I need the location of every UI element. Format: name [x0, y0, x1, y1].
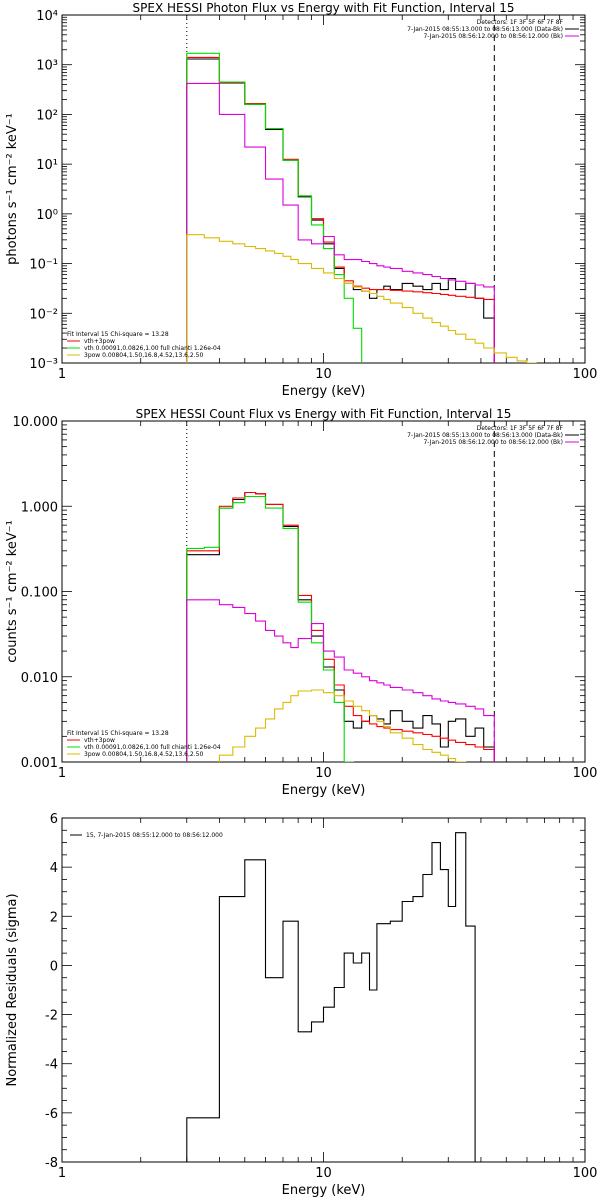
series-step-line — [186, 495, 354, 762]
legend-tl-label: 15, 7-Jan-2015 08:55:12.000 to 08:56:12.… — [86, 832, 223, 839]
y-tick-label: 2 — [50, 910, 58, 925]
legend-bl-label: vth+3pow — [84, 737, 115, 744]
x-tick-label: 100 — [573, 367, 598, 382]
x-axis-label: Energy (keV) — [282, 1183, 366, 1198]
legend-tr-label: 7-Jan-2015 08:56:12.000 to 08:56:12.000 … — [423, 33, 563, 40]
y-tick-label: 0.010 — [21, 671, 58, 686]
series-step-line — [186, 599, 495, 762]
legend-bl-label: vth 0.00091,0.0826,1.00 full chianti 1.2… — [84, 744, 221, 751]
legend-bl-label: vth 0.00091,0.0826,1.00 full chianti 1.2… — [84, 345, 221, 352]
x-tick-label: 100 — [573, 766, 598, 781]
series-step-line — [186, 832, 476, 1162]
y-tick-label: 10⁻¹ — [29, 258, 58, 273]
y-tick-label: 10¹ — [36, 158, 58, 173]
legend-tr-label: Detectors: 1F 3F 5F 6F 7F 8F — [477, 19, 564, 26]
y-tick-label: 0.100 — [21, 586, 58, 601]
x-axis-label: Energy (keV) — [282, 384, 366, 399]
series-step-line — [218, 689, 467, 762]
y-tick-label: 6 — [50, 812, 58, 827]
plot-frame — [61, 14, 586, 364]
series-step-line — [186, 52, 363, 363]
y-tick-label: 1.000 — [21, 500, 58, 515]
y-tick-label: 4 — [50, 861, 58, 876]
chart-title: SPEX HESSI Count Flux vs Energy with Fit… — [136, 407, 512, 421]
legend-bl-label: Fit Interval 15 Chi-square = 13.28 — [67, 331, 169, 338]
legend-tr-label: 7-Jan-2015 08:56:12.000 to 08:56:12.000 … — [423, 439, 563, 446]
x-axis-label: Energy (keV) — [282, 783, 366, 798]
y-tick-label: 0.001 — [21, 756, 58, 771]
photon-flux-panel: SPEX HESSI Photon Flux vs Energy with Fi… — [5, 1, 597, 399]
y-axis-label: Normalized Residuals (sigma) — [5, 893, 20, 1086]
legend-bl-label: 3pow 0.00804,1.50,16.8,4.52,13.6,2.50 — [84, 751, 203, 758]
y-tick-label: 10⁴ — [36, 9, 58, 24]
legend-tr-label: Detectors: 1F 3F 5F 6F 7F 8F — [477, 425, 564, 432]
y-tick-label: 10² — [36, 108, 58, 123]
y-tick-label: 10³ — [36, 59, 58, 74]
y-tick-label: -4 — [45, 1058, 58, 1073]
plot-frame — [61, 817, 586, 1163]
legend-bl-label: 3pow 0.00804,1.50,16.8,4.52,13.6,2.50 — [84, 352, 203, 359]
x-tick-label: 10 — [315, 367, 332, 382]
y-tick-label: -2 — [45, 1009, 58, 1024]
y-tick-label: 10.000 — [13, 415, 59, 430]
plot-frame — [61, 420, 586, 763]
y-tick-label: 10⁻² — [29, 307, 58, 322]
x-tick-label: 1 — [58, 766, 66, 781]
legend-tr-label: 7-Jan-2015 08:55:13.000 to 08:56:13.000 … — [407, 26, 563, 33]
series-step-line — [186, 491, 495, 762]
y-tick-label: 0 — [50, 959, 58, 974]
chart-title: SPEX HESSI Photon Flux vs Energy with Fi… — [133, 1, 515, 15]
series-step-line — [186, 82, 495, 363]
legend-bl-label: vth+3pow — [84, 338, 115, 345]
y-tick-label: -6 — [45, 1107, 58, 1122]
x-tick-label: 1 — [58, 1166, 66, 1181]
count-flux-panel: SPEX HESSI Count Flux vs Energy with Fit… — [5, 407, 597, 798]
x-tick-label: 100 — [573, 1166, 598, 1181]
series-step-line — [186, 491, 495, 762]
x-tick-label: 10 — [315, 1166, 332, 1181]
y-axis-label: counts s⁻¹ cm⁻² keV⁻¹ — [5, 520, 20, 663]
y-tick-label: 10⁰ — [36, 208, 58, 223]
residuals-panel: 1 10 100 -8 -6 -4 -2 0 2 4 6 Energy (keV) Normalized… — [5, 812, 597, 1198]
y-tick-label: -8 — [45, 1156, 58, 1171]
x-tick-label: 10 — [315, 766, 332, 781]
legend-tr-label: 7-Jan-2015 08:55:13.000 to 08:56:13.000 … — [407, 432, 563, 439]
legend-bl-label: Fit Interval 15 Chi-square = 13.28 — [67, 730, 169, 737]
y-tick-label: 10⁻³ — [29, 357, 58, 372]
y-axis-label: photons s⁻¹ cm⁻² keV⁻¹ — [5, 113, 20, 265]
x-tick-label: 1 — [58, 367, 66, 382]
series-step-line — [186, 234, 537, 363]
